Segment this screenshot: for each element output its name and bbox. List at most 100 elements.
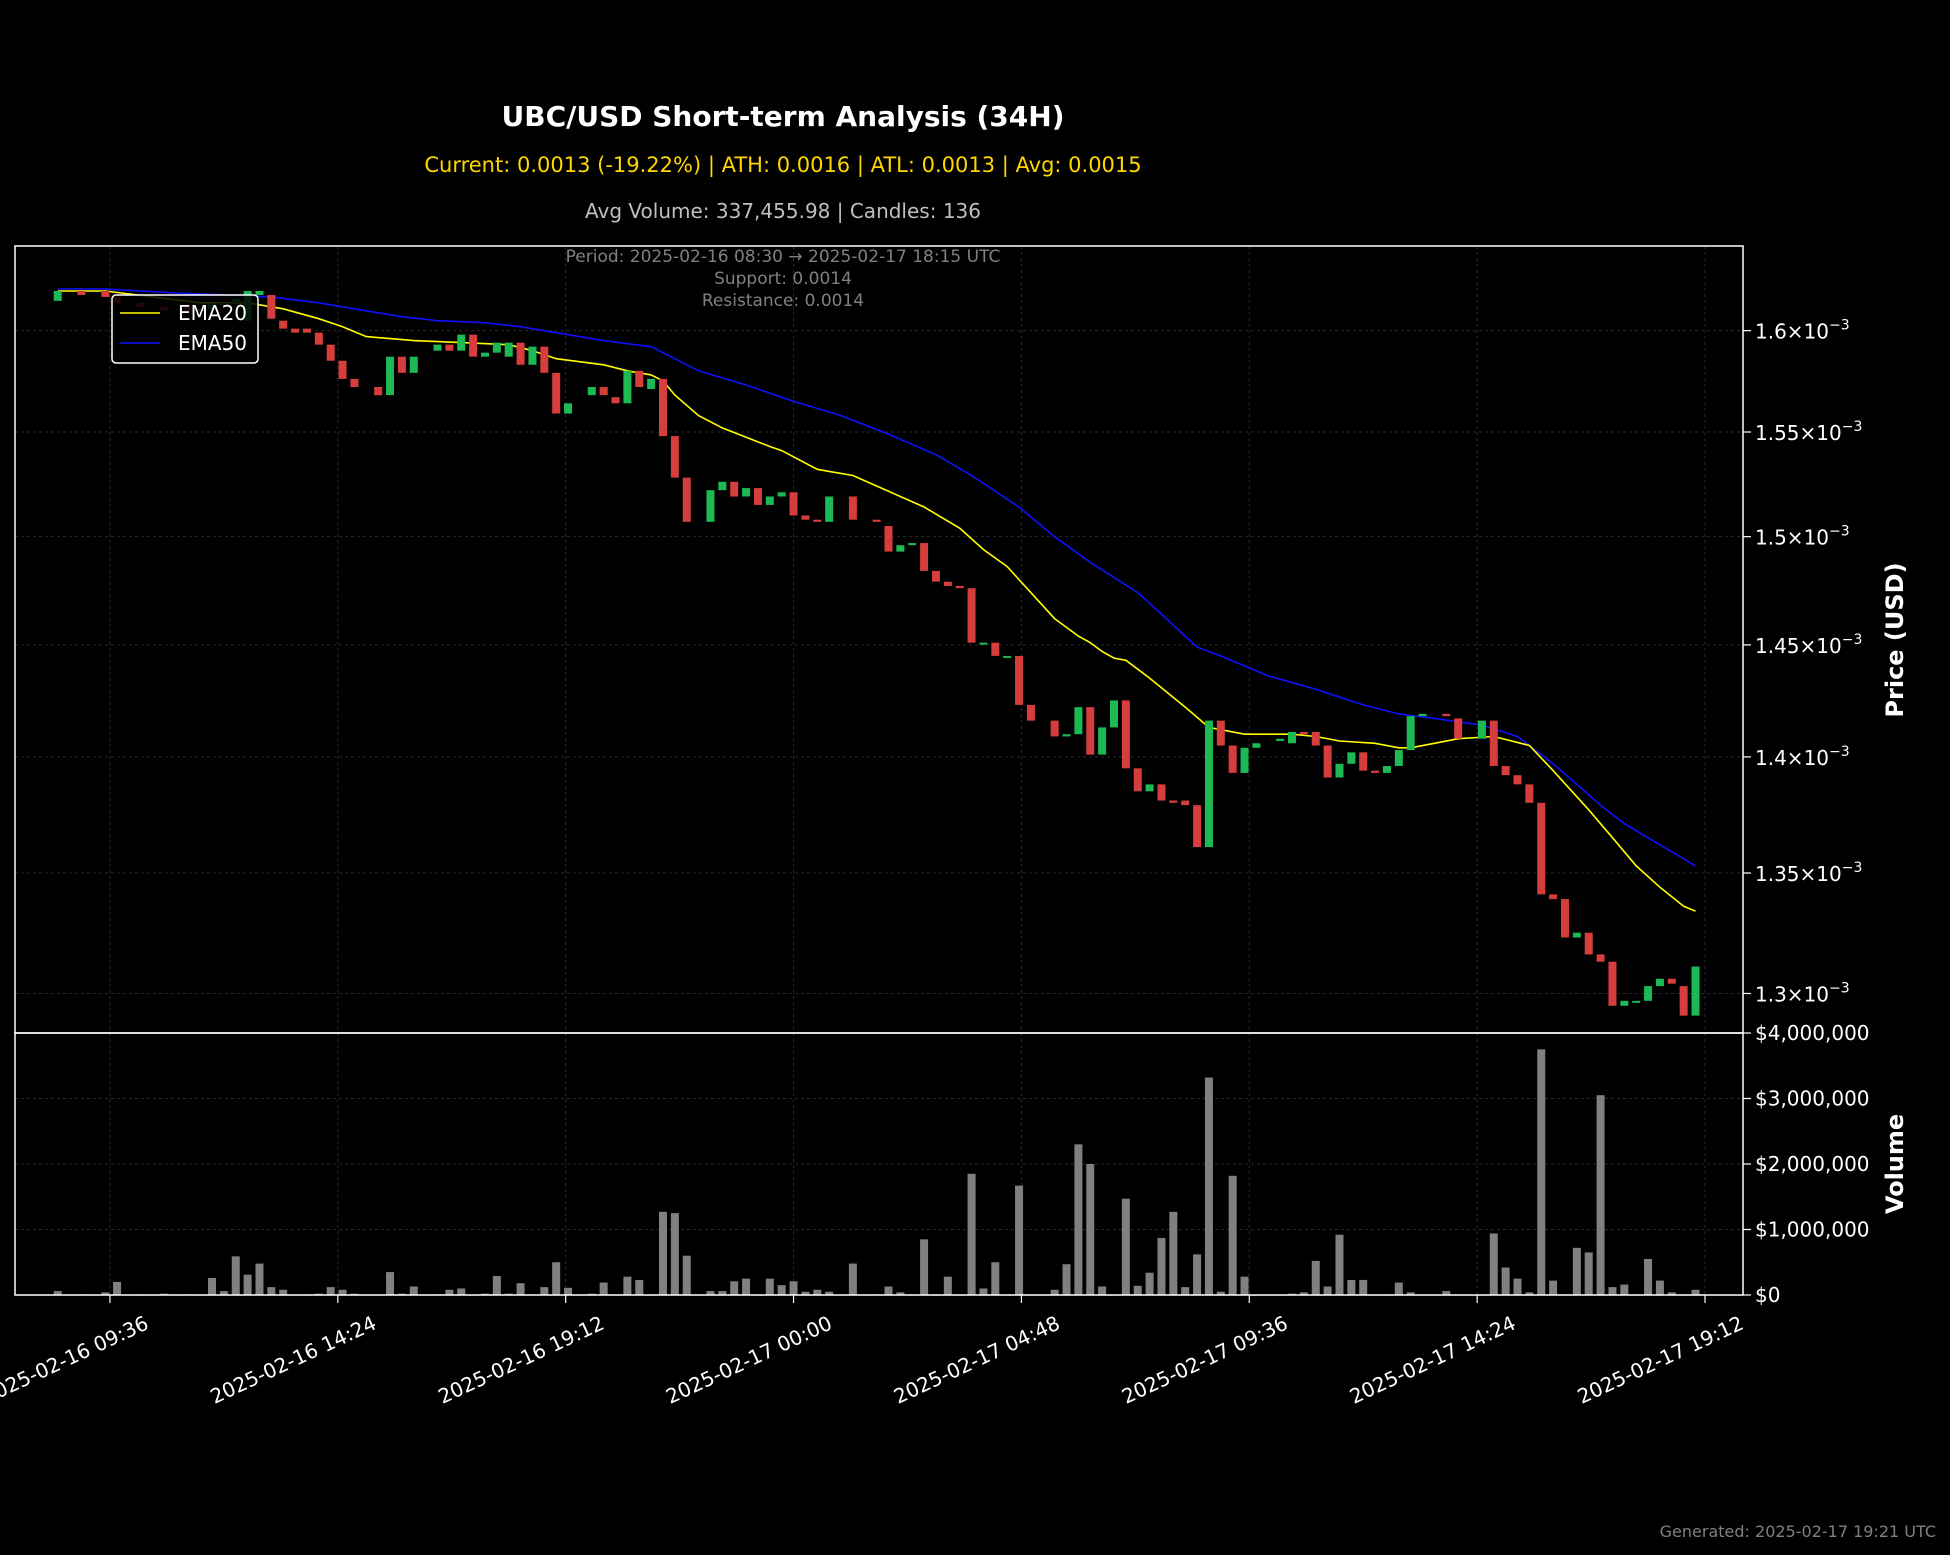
volume-bar <box>1299 1292 1308 1295</box>
candle-down <box>1121 700 1130 769</box>
volume-bar <box>492 1276 501 1295</box>
candle-up <box>1572 932 1581 938</box>
candle-down <box>1193 805 1202 848</box>
volume-bar <box>101 1292 110 1295</box>
candle-down <box>338 360 347 379</box>
candle-up <box>765 496 774 505</box>
candle-up <box>1406 716 1415 751</box>
candle-up <box>777 492 786 497</box>
volume-bar <box>552 1262 561 1295</box>
volume-bar <box>338 1289 347 1295</box>
candle-down <box>540 346 549 373</box>
candle-up <box>825 496 834 522</box>
candle-up <box>1655 978 1664 987</box>
candle-down <box>943 581 952 586</box>
candle-down <box>1228 745 1237 773</box>
candle-up <box>1335 763 1344 778</box>
volume-bar <box>1050 1289 1059 1295</box>
candle-down <box>1371 770 1380 773</box>
volume-bar <box>564 1287 573 1295</box>
candle-down <box>374 387 383 396</box>
candle-down <box>314 332 323 345</box>
candle-down <box>848 496 857 520</box>
volume-bar <box>765 1278 774 1295</box>
price-tick-exponent: −3 <box>1829 524 1850 540</box>
volume-bar <box>1394 1282 1403 1295</box>
volume-bar <box>670 1213 679 1295</box>
volume-bar <box>967 1173 976 1295</box>
volume-bar <box>1062 1264 1071 1295</box>
candles-layer <box>53 291 1700 1016</box>
candle-down <box>1525 784 1534 803</box>
volume-bar <box>920 1239 929 1295</box>
candle-down <box>1181 800 1190 806</box>
volume-bar <box>326 1287 335 1295</box>
volume-bar <box>1240 1276 1249 1295</box>
candle-down <box>659 378 667 437</box>
volume-bar <box>896 1292 905 1295</box>
volume-bar <box>1406 1292 1415 1295</box>
ema50-layer <box>57 288 1696 867</box>
volume-bar <box>1549 1280 1558 1295</box>
candle-down <box>682 477 691 522</box>
candle-down <box>1667 978 1676 984</box>
candle-down <box>1608 961 1617 1006</box>
candle-down <box>552 372 561 414</box>
legend-box <box>111 294 259 364</box>
volume-bar <box>979 1288 988 1295</box>
candle-up <box>1394 750 1403 767</box>
chart-title: UBC/USD Short-term Analysis (34H) <box>501 100 1064 133</box>
price-tick-exponent: −3 <box>1829 318 1850 334</box>
volume-bar <box>1335 1234 1344 1295</box>
candle-down <box>101 291 110 297</box>
volume-bar <box>1086 1164 1095 1295</box>
candle-down <box>1489 720 1498 767</box>
candle-up <box>1632 1000 1641 1003</box>
legend: EMA20 EMA50 <box>111 294 259 364</box>
candle-up <box>564 403 573 414</box>
candle-down <box>801 515 810 520</box>
volume-bar <box>1181 1287 1190 1295</box>
candle-up <box>1062 734 1071 737</box>
candle-down <box>599 387 608 396</box>
candle-down <box>872 519 881 522</box>
volume-bar <box>279 1289 288 1295</box>
volume-bar <box>825 1291 834 1295</box>
price-tick-label: 1.3×10−3 <box>1755 980 1850 1006</box>
candle-down <box>1157 784 1166 801</box>
candle-down <box>326 344 335 361</box>
generated-timestamp: Generated: 2025-02-17 19:21 UTC <box>1660 1522 1936 1541</box>
candle-down <box>1311 731 1320 746</box>
volume-tick-label: $3,000,000 <box>1755 1087 1870 1111</box>
candle-up <box>1644 986 1653 1001</box>
volume-bar <box>219 1291 228 1295</box>
candle-up <box>979 642 988 645</box>
volume-bar <box>1121 1198 1130 1295</box>
price-tick-exponent: −3 <box>1842 632 1863 648</box>
candle-up <box>1276 738 1285 741</box>
volume-bar <box>706 1291 715 1295</box>
candle-down <box>279 320 288 329</box>
candle-down <box>1596 954 1605 962</box>
volume-bar <box>1216 1291 1225 1295</box>
candle-down <box>1323 745 1332 778</box>
period-annotation: Period: 2025-02-16 08:30 → 2025-02-17 18… <box>566 247 1001 267</box>
candle-down <box>469 334 478 357</box>
candle-up <box>1074 707 1083 735</box>
candle-down <box>1086 707 1095 755</box>
candle-up <box>718 481 727 491</box>
candle-up <box>587 387 596 396</box>
candle-down <box>813 519 822 522</box>
volume-bar <box>659 1211 667 1295</box>
volume-bar <box>1608 1287 1617 1295</box>
candle-up <box>896 545 905 552</box>
volume-bar <box>884 1286 893 1295</box>
candle-down <box>1501 766 1510 776</box>
volume-bar <box>409 1286 418 1295</box>
volume-tick-label: $4,000,000 <box>1755 1021 1870 1045</box>
candle-down <box>1133 768 1142 792</box>
candle-up <box>1240 747 1249 773</box>
candle-down <box>920 543 929 571</box>
candle-down <box>1549 894 1558 900</box>
